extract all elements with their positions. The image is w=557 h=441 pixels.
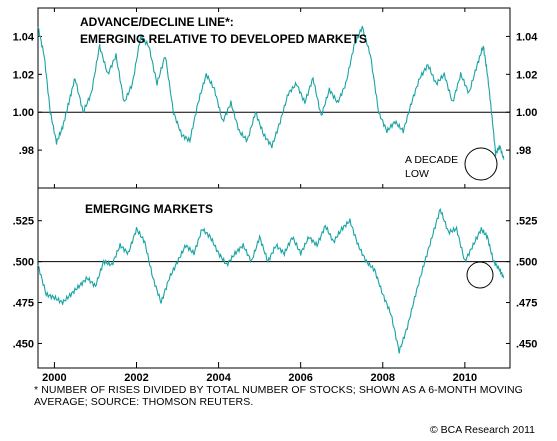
panel2-title: EMERGING MARKETS: [85, 202, 213, 216]
series-line-0: [37, 25, 505, 160]
ytick-label-right-0-1: 1.00: [516, 107, 537, 119]
ytick-label-left-0-3: 1.04: [13, 31, 35, 43]
footnote: * NUMBER OF RISES DIVIDED BY TOTAL NUMBE…: [34, 384, 523, 408]
ytick-label-right-1-0: .450: [516, 338, 537, 350]
annotation-line2: LOW: [405, 168, 429, 180]
annotation-line1: A DECADE: [405, 154, 458, 166]
xtick-label-4: 2008: [371, 372, 395, 384]
ytick-label-right-1-3: .525: [516, 216, 537, 228]
ytick-label-right-0-3: 1.04: [516, 31, 538, 43]
xtick-label-3: 2006: [288, 372, 312, 384]
xtick-label-0: 2000: [42, 372, 66, 384]
xtick-label-5: 2010: [453, 372, 477, 384]
ytick-label-right-0-2: 1.02: [516, 69, 537, 81]
panel1-title-line2: EMERGING RELATIVE TO DEVELOPED MARKETS: [80, 32, 367, 46]
ytick-label-right-0-0: .98: [516, 145, 531, 157]
ytick-label-left-0-2: 1.02: [13, 69, 34, 81]
ytick-label-right-1-2: .500: [516, 257, 537, 269]
ytick-label-right-1-1: .475: [516, 298, 537, 310]
ytick-label-left-1-0: .450: [13, 338, 34, 350]
ytick-label-left-0-1: 1.00: [13, 107, 34, 119]
ytick-label-left-0-0: .98: [19, 145, 34, 157]
ytick-label-left-1-1: .475: [13, 298, 34, 310]
decade-low-circle: [464, 147, 498, 181]
panel-emerging-markets: .450 .450 .475 .475 .500 .500 .525 .525: [13, 207, 537, 354]
xtick-label-2: 2004: [206, 372, 231, 384]
ytick-label-left-1-2: .500: [13, 257, 34, 269]
em-circle: [466, 261, 494, 289]
ytick-label-left-1-3: .525: [13, 216, 34, 228]
credit: © BCA Research 2011: [429, 424, 535, 436]
series-line-1: [37, 207, 505, 354]
x-axis: 2000 2002 2004 2006 2008 2010: [42, 8, 477, 384]
panel1-title-line1: ADVANCE/DECLINE LINE*:: [80, 15, 234, 29]
xtick-label-1: 2002: [124, 372, 148, 384]
panel-advance-decline: .98 .98 1.00 1.00 1.02 1.02 1.04 1.04: [13, 25, 538, 160]
